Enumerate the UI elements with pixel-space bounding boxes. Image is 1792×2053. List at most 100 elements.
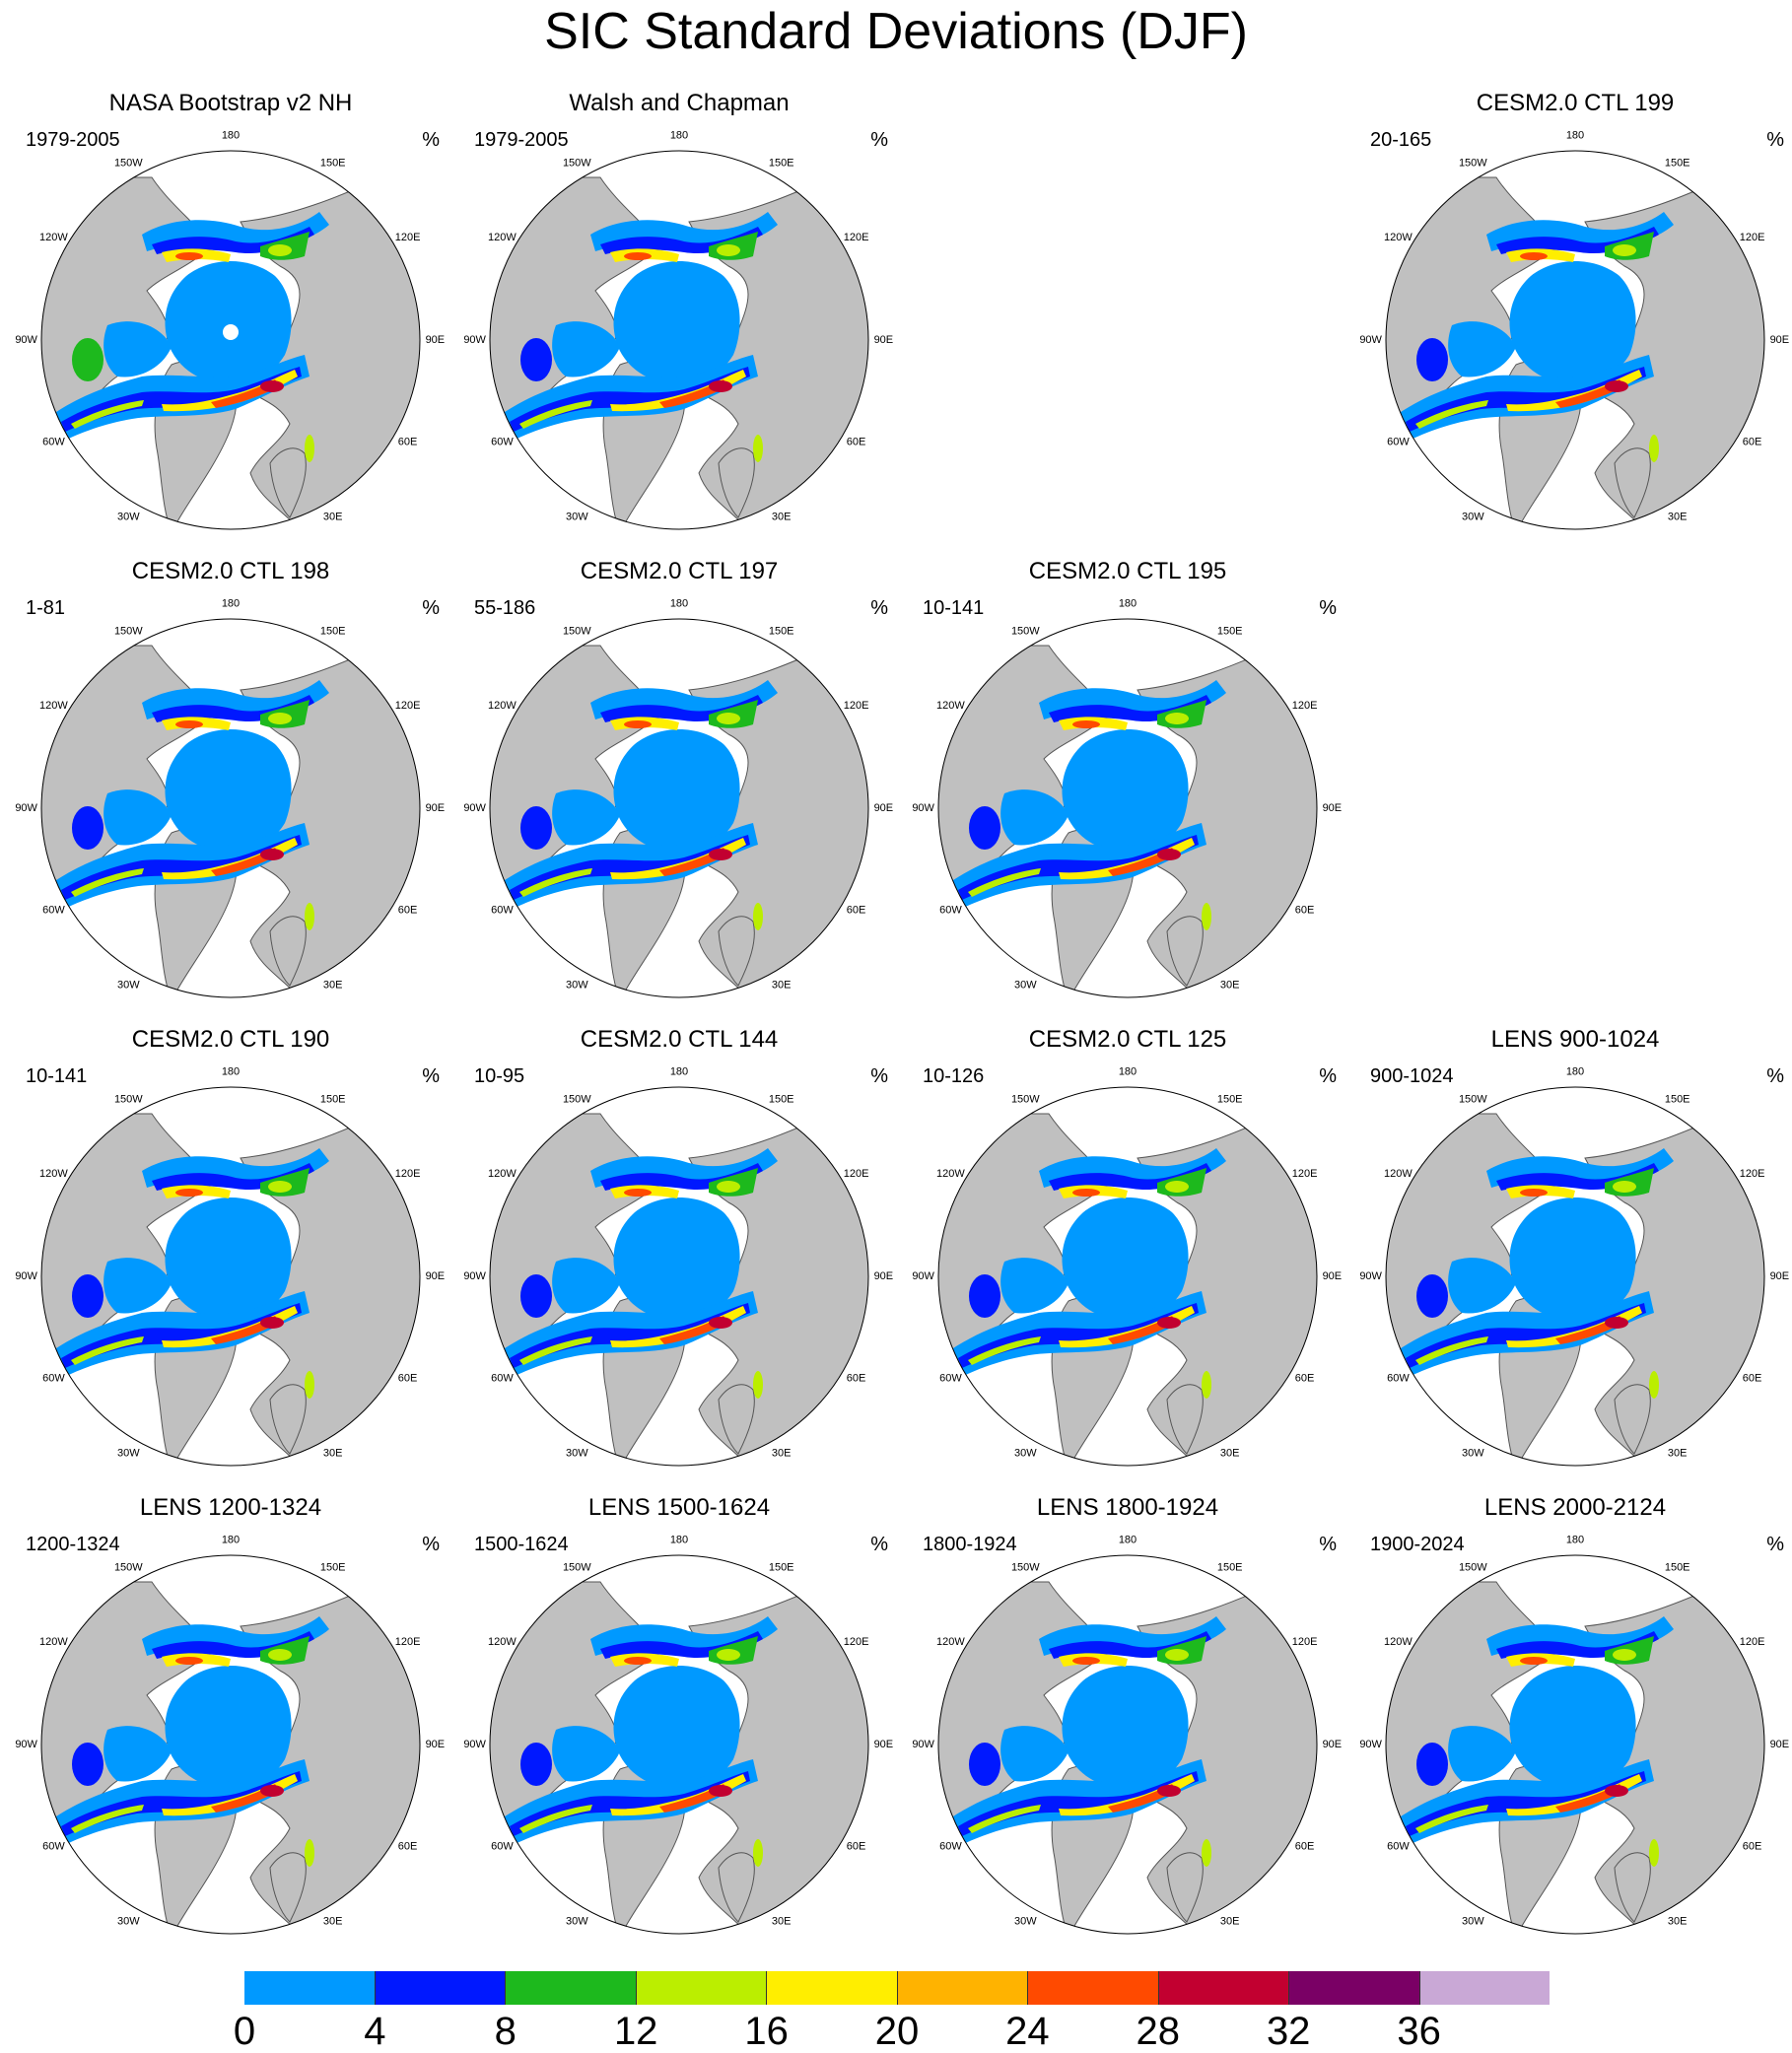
baltic-ice — [1202, 1839, 1211, 1867]
lon-label: 150E — [769, 157, 794, 169]
panel-unit: % — [422, 129, 440, 151]
lon-label: 150W — [1011, 625, 1040, 637]
archipelago-ice — [552, 1726, 620, 1782]
polar-map: 180150E120E90E60E30E030W60W90W120W150W — [912, 1535, 1343, 1935]
okhotsk-band-12 — [268, 1181, 292, 1193]
okhotsk-band-12 — [717, 713, 740, 724]
lon-label: 60W — [1387, 1841, 1410, 1853]
lon-label: 120W — [488, 700, 517, 712]
lon-label: 120E — [1292, 1636, 1318, 1648]
lon-label: 60W — [42, 905, 65, 917]
lon-label: 180 — [1566, 1535, 1584, 1546]
lon-label: 90W — [1359, 1739, 1382, 1750]
lon-label: 30E — [323, 1447, 343, 1459]
map-panel: Walsh and Chapman 1979-2005% 180 150E 120E 90… — [462, 89, 896, 532]
lon-label: 30E — [1668, 511, 1688, 522]
scandinavia-land — [269, 1384, 307, 1455]
lon-label: 180 — [222, 1535, 240, 1546]
lon-label: 90W — [15, 1270, 37, 1282]
atlantic-band-4 — [1406, 1771, 1646, 1836]
lon-label: 60E — [398, 1841, 418, 1853]
labrador-band-12 — [71, 400, 144, 429]
lon-label: 120W — [936, 700, 965, 712]
atlantic-band-4 — [958, 1771, 1199, 1836]
lon-label: 60W — [491, 905, 514, 917]
panel-unit: % — [1319, 1065, 1337, 1087]
map-border — [489, 618, 869, 998]
scandinavia-land — [1166, 1384, 1204, 1455]
lon-label: 90W — [1359, 334, 1382, 346]
lon-label: 180 — [222, 130, 240, 142]
lon-label: 120E — [395, 700, 421, 712]
lon-label: 60E — [398, 1373, 418, 1385]
panel-unit: % — [1319, 1534, 1337, 1555]
lon-label: 120E — [395, 1168, 421, 1180]
hudson-bay-ice — [969, 806, 1000, 850]
panel-title: CESM2.0 CTL 144 — [580, 1026, 779, 1053]
lon-label: 90E — [874, 1739, 894, 1750]
central-arctic-ice — [165, 1198, 292, 1321]
map-border — [489, 1554, 869, 1935]
lon-label: 120E — [844, 700, 869, 712]
baltic-ice — [753, 1371, 763, 1399]
labrador-band-12 — [71, 1336, 144, 1365]
bering-band-24 — [1072, 720, 1100, 728]
lon-label: 30E — [772, 979, 792, 991]
barents-band-28 — [709, 1785, 732, 1797]
bering-band-24 — [1520, 1189, 1548, 1197]
lon-label: 90W — [1359, 1270, 1382, 1282]
okhotsk-band-12 — [717, 1181, 740, 1193]
lon-label: 60E — [1295, 905, 1315, 917]
bering-band-24 — [175, 1189, 203, 1197]
lon-label: 180 — [1119, 598, 1137, 610]
map-border — [489, 1086, 869, 1467]
panel-title: Walsh and Chapman — [569, 90, 790, 116]
panel-title: CESM2.0 CTL 197 — [580, 558, 779, 584]
panel-years: 10-95 — [474, 1065, 525, 1087]
lon-label: 60E — [1743, 1841, 1762, 1853]
central-arctic-ice — [613, 261, 740, 384]
bering-band-24 — [624, 252, 652, 260]
lon-label: 150E — [1665, 157, 1690, 169]
lon-label: 180 — [670, 130, 688, 142]
atlantic-band-4 — [510, 1303, 750, 1368]
lon-label: 120E — [1740, 232, 1765, 243]
archipelago-ice — [103, 321, 172, 377]
baltic-ice — [305, 435, 314, 462]
lon-label: 30W — [1462, 1447, 1484, 1459]
barents-band-28 — [1157, 1785, 1181, 1797]
archipelago-ice — [103, 1258, 172, 1314]
map-panel: LENS 900-1024 900-1024% 180 150E 120E 90E 60E 3… — [1358, 1025, 1792, 1469]
okhotsk-band-12 — [1165, 1181, 1189, 1193]
panel-years: 10-126 — [923, 1065, 985, 1087]
atlantic-band-4 — [510, 835, 750, 900]
polar-map: 180150E120E90E60E30E030W60W90W120W150W — [463, 1066, 893, 1467]
panel-unit: % — [870, 1065, 888, 1087]
panel-title: CESM2.0 CTL 198 — [131, 558, 330, 584]
pole-hole — [223, 324, 239, 340]
labrador-band-12 — [1415, 1805, 1488, 1833]
lon-label: 30W — [117, 1447, 140, 1459]
lon-label: 90E — [1770, 1739, 1790, 1750]
colorbar-tick-label: 28 — [1136, 2010, 1181, 2053]
lon-label: 30E — [323, 979, 343, 991]
polar-map: 180150E120E90E60E30E030W60W90W120W150W — [463, 1535, 894, 1935]
panel-title: CESM2.0 CTL 190 — [131, 1026, 330, 1053]
lon-label: 30E — [323, 1915, 343, 1927]
panel-unit: % — [422, 1534, 440, 1555]
bering-band-24 — [624, 1189, 652, 1197]
lon-label: 30W — [1462, 1915, 1484, 1927]
archipelago-ice — [552, 1258, 620, 1314]
lon-label: 150E — [769, 1561, 794, 1573]
lon-label: 120E — [844, 1168, 869, 1180]
panel-years: 900-1024 — [1370, 1065, 1454, 1087]
labrador-band-12 — [71, 1805, 144, 1833]
lon-label: 90E — [1323, 1739, 1343, 1750]
lon-label: 150E — [1217, 1561, 1243, 1573]
labrador-band-12 — [1415, 400, 1488, 429]
lon-label: 120W — [488, 232, 517, 243]
panel-years: 1-81 — [26, 597, 66, 619]
atlantic-band-4 — [958, 1303, 1199, 1368]
lon-label: 120W — [39, 1636, 68, 1648]
bering-band-24 — [175, 720, 203, 728]
